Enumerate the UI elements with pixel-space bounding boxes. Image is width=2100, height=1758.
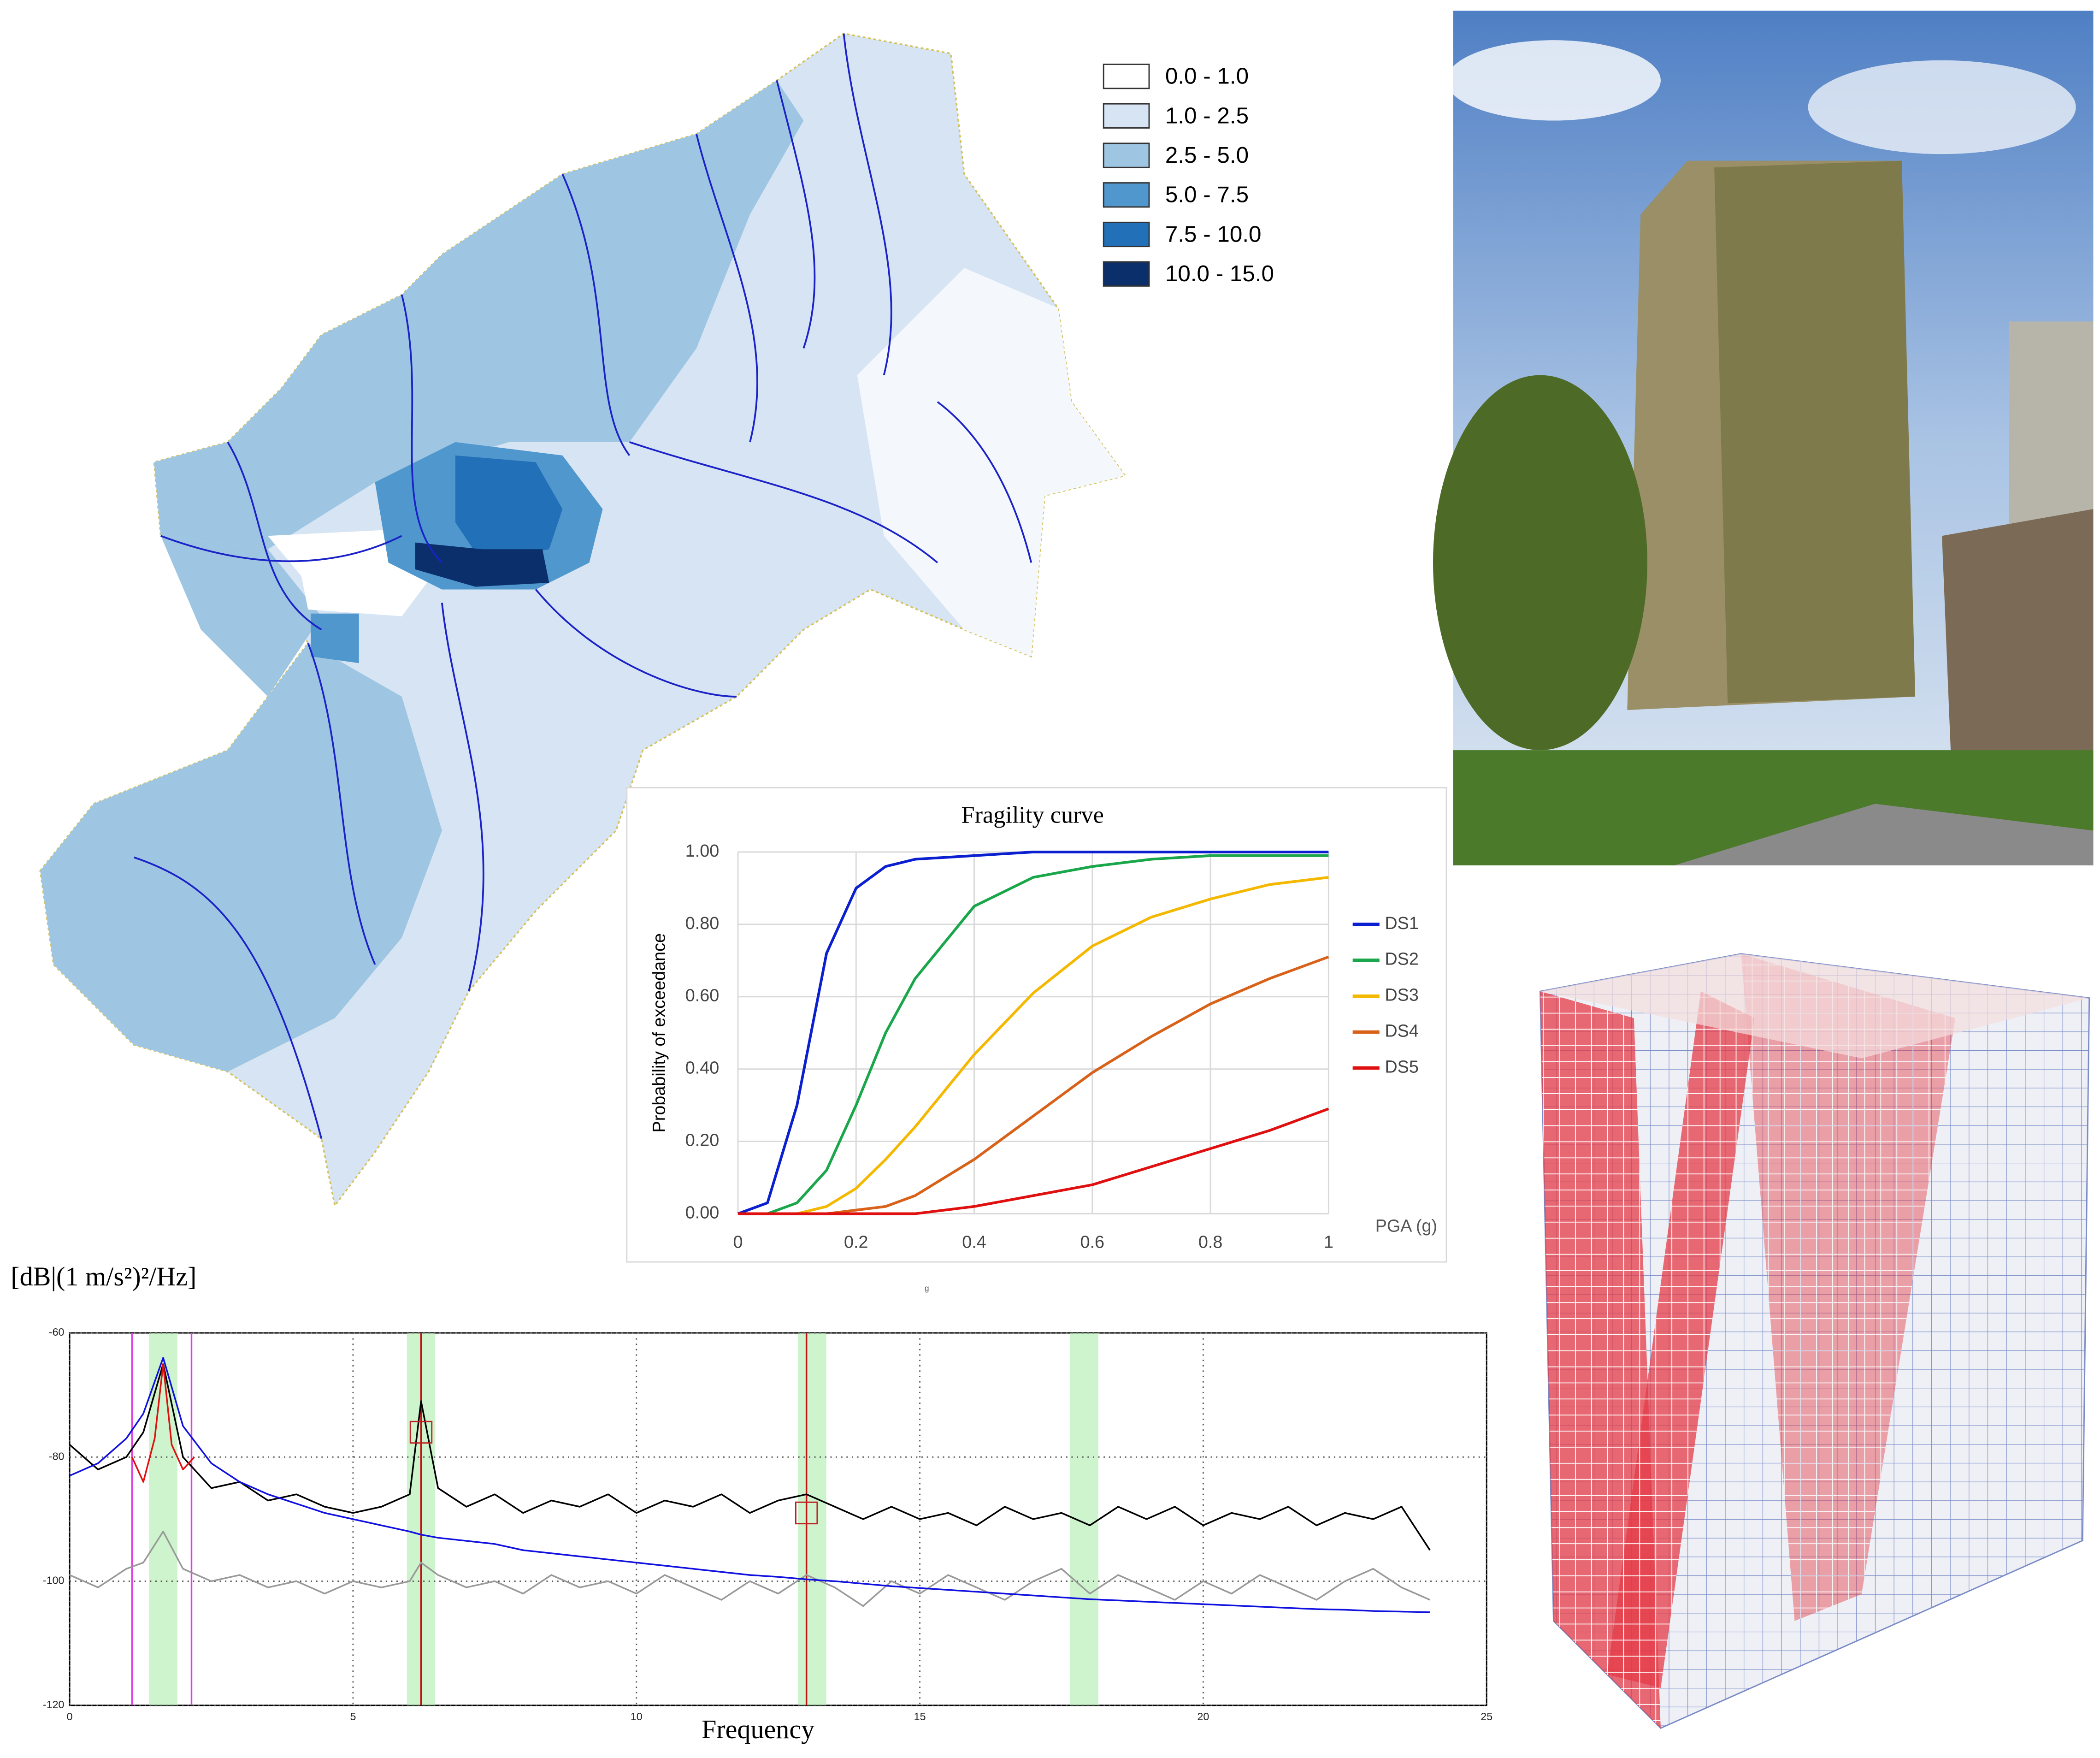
chart-frame: [626, 787, 1447, 1263]
x-tick-label: 1: [1324, 1232, 1333, 1252]
map-region: [455, 455, 563, 563]
series-line: [131, 1363, 195, 1483]
spectrum-plot: 0 5 10 15 20 25 -60 -80 -100 -120: [43, 1326, 1492, 1722]
x-tick-label: 15: [914, 1711, 926, 1722]
legend-label: DS3: [1385, 986, 1418, 1005]
y-tick-label: 1.00: [685, 841, 720, 861]
plot-frame: [69, 1332, 1487, 1706]
y-tick-label: 0.40: [685, 1059, 720, 1078]
map-legend: 0.0 - 1.0 1.0 - 2.5 2.5 - 5.0 5.0 - 7.5 7.5 …: [1103, 64, 1274, 287]
structural-model: [1539, 953, 2090, 1729]
y-axis-label: Probability of exceedance: [649, 933, 669, 1132]
map-region: [415, 542, 549, 587]
series-line: [69, 1357, 1430, 1613]
x-tick-label: 5: [350, 1711, 356, 1722]
model-wall: [1741, 953, 1956, 1621]
legend-label: 10.0 - 15.0: [1165, 261, 1274, 286]
photo-tree: [1433, 375, 1647, 751]
legend-swatch: [1103, 142, 1150, 168]
legend-swatch: [1103, 182, 1150, 208]
y-tick-label: -100: [43, 1575, 65, 1586]
x-tick-label: 0: [733, 1232, 743, 1252]
map: 0.0 - 1.0 1.0 - 2.5 2.5 - 5.0 5.0 - 7.5 7.5 …: [39, 32, 1274, 1208]
map-boundaries: [133, 33, 1032, 1139]
y-tick-label: 0.20: [685, 1131, 720, 1150]
legend-label: 5.0 - 7.5: [1165, 182, 1249, 207]
chart-title: Fragility curve: [962, 801, 1104, 828]
band: [149, 1333, 177, 1705]
model-roof: [1540, 953, 2089, 1059]
y-axis-label: [dB|(1 m/s²)²/Hz]: [11, 1261, 196, 1291]
legend-swatch: [1103, 261, 1150, 287]
legend-label: 7.5 - 10.0: [1165, 221, 1262, 247]
legend-label: 0.0 - 1.0: [1165, 64, 1249, 89]
x-tick-label: 0.8: [1198, 1232, 1223, 1252]
y-tick-label: -60: [49, 1326, 65, 1338]
map-region: [154, 80, 804, 550]
legend-swatch: [1103, 103, 1150, 129]
y-tick-label: -80: [49, 1450, 65, 1462]
fragility-plot: 0 0.2 0.4 0.6 0.8 1 0.00 0.20 0.40 0.60 0.80 1.00 DS…: [685, 841, 1419, 1252]
x-tick-label: 0.4: [962, 1232, 986, 1252]
photo: [1433, 11, 2094, 866]
legend-label: DS1: [1385, 914, 1418, 933]
legend-label: DS2: [1385, 950, 1418, 969]
x-tick-label: 0.2: [844, 1232, 868, 1252]
series-line: [69, 1363, 1431, 1551]
legend-label: DS4: [1385, 1021, 1418, 1041]
x-tick-label: 10: [631, 1711, 643, 1722]
x-tick-label: 0.6: [1080, 1232, 1105, 1252]
x-axis-label: Frequency: [702, 1714, 814, 1744]
series-line: [69, 1531, 1430, 1607]
legend-swatch: [1103, 64, 1150, 89]
legend-swatch: [1103, 221, 1150, 248]
cloud: [1446, 40, 1661, 121]
series-line: [737, 1107, 1329, 1215]
x-tick-label: 25: [1481, 1711, 1492, 1722]
band: [798, 1333, 826, 1705]
cloud: [1808, 60, 2076, 154]
legend-label: 2.5 - 5.0: [1165, 142, 1249, 168]
map-region: [40, 643, 442, 1072]
y-tick-label: -120: [43, 1699, 65, 1711]
pick-marker: [409, 1421, 433, 1444]
y-tick-label: 0.80: [685, 914, 720, 933]
map-region: [160, 536, 322, 697]
y-tick-label: 0.60: [685, 986, 720, 1006]
annotation: g: [925, 1284, 929, 1293]
x-axis-label: PGA (g): [1375, 1217, 1437, 1236]
series-line: [737, 851, 1329, 1215]
map-region: [311, 613, 359, 663]
series-line: [737, 854, 1329, 1215]
model-wall: [1607, 991, 1755, 1688]
x-tick-label: 0: [67, 1711, 73, 1722]
photo-path: [1674, 804, 2094, 866]
legend-label: DS5: [1385, 1057, 1418, 1077]
pick-marker: [795, 1501, 818, 1525]
x-tick-label: 20: [1197, 1711, 1209, 1722]
y-tick-label: 0.00: [685, 1203, 720, 1222]
photo-building-face: [1714, 160, 1916, 704]
legend-label: 1.0 - 2.5: [1165, 103, 1249, 128]
